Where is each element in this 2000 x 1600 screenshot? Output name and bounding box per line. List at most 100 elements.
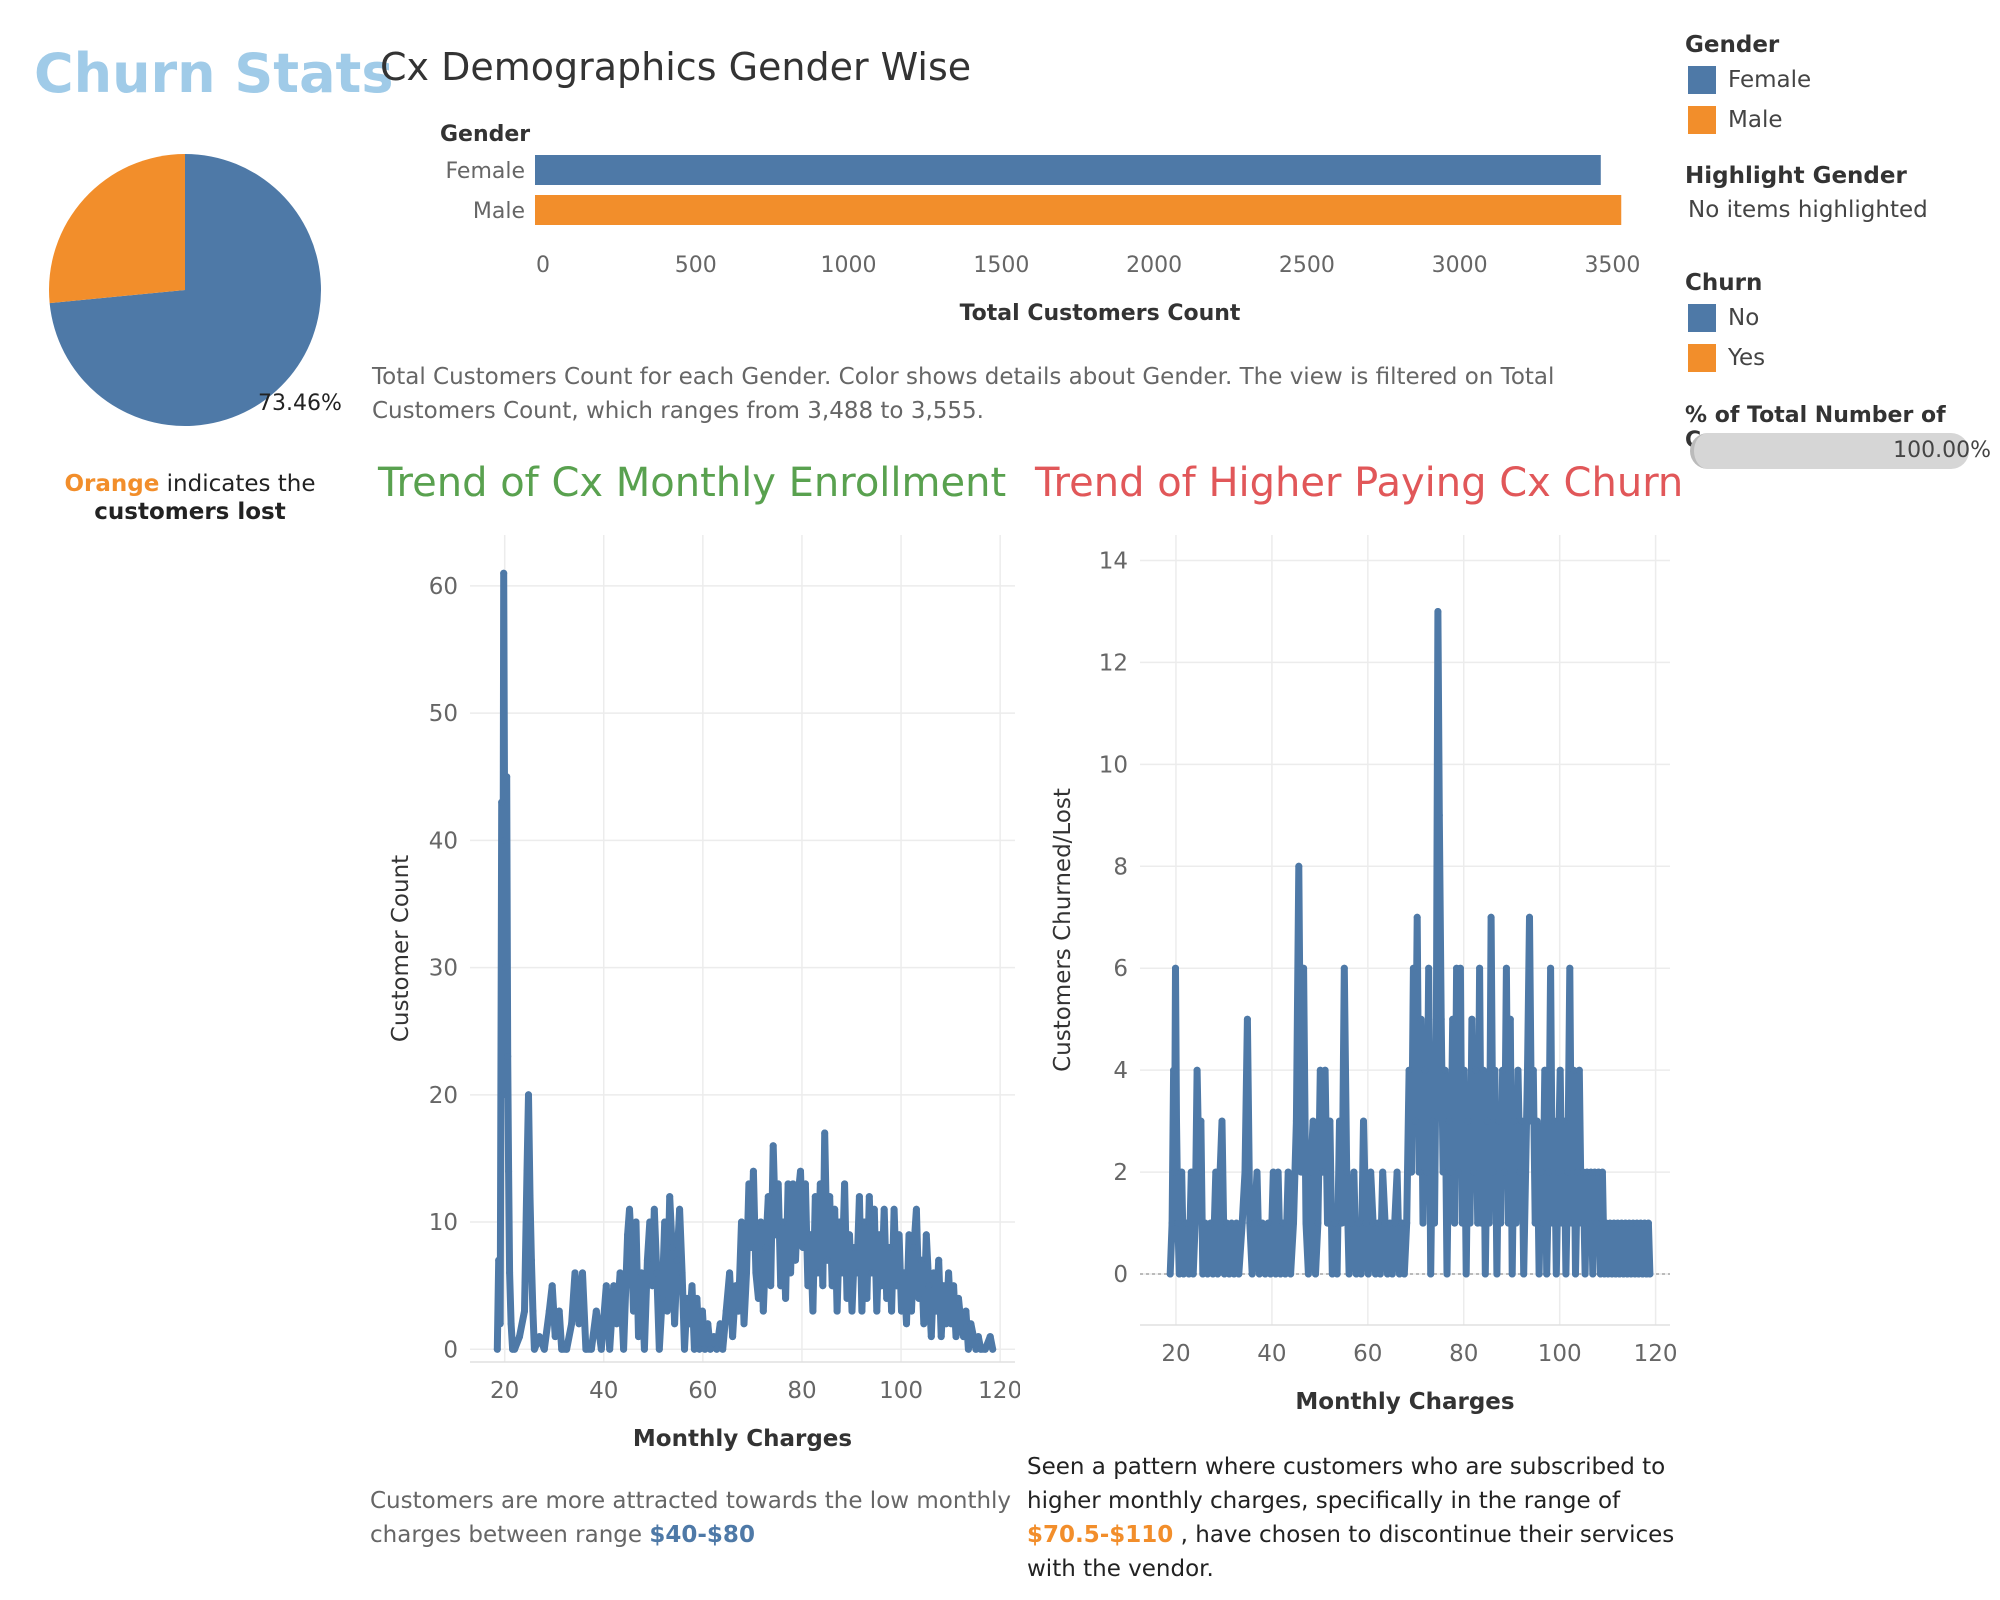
data-point: [1502, 964, 1510, 972]
churn-pie-chart[interactable]: 73.46%: [30, 145, 360, 435]
data-point: [1218, 1117, 1226, 1125]
y-tick-label: 8: [1113, 854, 1128, 880]
data-point: [1527, 1117, 1535, 1125]
data-point: [1178, 1168, 1186, 1176]
data-point: [504, 1053, 512, 1061]
data-point: [1562, 1270, 1570, 1278]
data-point: [860, 1218, 868, 1226]
y-tick-label: 6: [1113, 956, 1128, 982]
data-point: [1417, 1015, 1425, 1023]
bar-female[interactable]: [535, 155, 1601, 185]
data-point: [1460, 1066, 1468, 1074]
data-point: [1425, 964, 1433, 972]
data-point: [1535, 1270, 1543, 1278]
y-tick-label: 10: [1099, 752, 1128, 778]
data-point: [1510, 1117, 1518, 1125]
bar-x-tick: 500: [675, 253, 717, 278]
gender-bar-chart[interactable]: Female Male 0 500 1000 1500 2000 2500 3000 3500 To…: [380, 145, 1640, 340]
y-tick-label: 30: [429, 956, 458, 982]
data-point: [503, 773, 511, 781]
data-point: [555, 1307, 563, 1315]
data-point: [833, 1307, 841, 1315]
data-point: [890, 1205, 898, 1213]
data-point: [801, 1180, 809, 1188]
data-point: [1216, 1168, 1224, 1176]
data-point: [1168, 1219, 1176, 1227]
data-point: [1207, 1219, 1214, 1227]
data-point: [986, 1333, 994, 1341]
data-point: [865, 1193, 873, 1201]
data-point: [1372, 1270, 1379, 1278]
data-point: [673, 1256, 681, 1264]
data-point: [1386, 1219, 1394, 1227]
data-point: [521, 1307, 528, 1315]
x-tick-label: 120: [978, 1378, 1020, 1404]
data-point: [1443, 1270, 1451, 1278]
bar-x-tick: 2000: [1126, 253, 1182, 278]
data-point: [1506, 1015, 1514, 1023]
data-point: [1189, 1270, 1197, 1278]
data-point: [1393, 1168, 1401, 1176]
data-point: [935, 1256, 943, 1264]
data-point: [568, 1320, 576, 1328]
data-point: [1173, 1117, 1180, 1125]
data-point: [816, 1180, 824, 1188]
legend-male-label: Male: [1728, 107, 1783, 133]
data-point: [1255, 1270, 1263, 1278]
data-point: [1556, 1066, 1564, 1074]
pie-percent-label: 73.46%: [258, 391, 342, 416]
enrollment-line-chart[interactable]: 0 10 20 30 40 50 60 20 40 60 80 100 120 Monthly Charg…: [380, 525, 1020, 1460]
data-point: [628, 1244, 635, 1251]
x-axis-label: Monthly Charges: [633, 1426, 852, 1452]
data-point: [1549, 1219, 1556, 1227]
pie-slice-no[interactable]: [49, 154, 321, 427]
data-point: [1573, 1168, 1581, 1176]
churn-line-chart[interactable]: 0 2 4 6 8 10 12 14 20 40 60 80 100 120 Monthly Charges…: [1040, 525, 1680, 1425]
legend-churn-yes[interactable]: Yes: [1688, 344, 1765, 372]
data-point: [637, 1269, 645, 1277]
legend-gender-male[interactable]: Male: [1688, 106, 1782, 134]
data-point: [602, 1282, 610, 1290]
data-point: [754, 1294, 762, 1302]
data-point: [1411, 1117, 1419, 1125]
data-point: [1204, 1270, 1212, 1278]
series-line[interactable]: [493, 569, 997, 1353]
data-point: [1449, 1015, 1457, 1023]
data-point: [774, 1180, 782, 1188]
legend-highlight-value[interactable]: No items highlighted: [1688, 197, 1928, 223]
data-point: [606, 1345, 614, 1353]
data-point: [937, 1333, 945, 1341]
data-point: [635, 1333, 642, 1341]
data-point: [743, 1269, 750, 1277]
data-point: [502, 964, 510, 972]
data-point: [930, 1269, 938, 1277]
data-point: [797, 1167, 804, 1175]
x-tick-label: 60: [688, 1378, 717, 1404]
data-point: [1345, 1270, 1353, 1278]
pie-slice-yes[interactable]: [49, 154, 185, 304]
legend-gender-female[interactable]: Female: [1688, 66, 1811, 94]
bar-x-tick: 1500: [973, 253, 1029, 278]
data-point: [1340, 964, 1348, 972]
data-point: [1497, 1219, 1505, 1227]
data-point: [1491, 1066, 1499, 1074]
data-point: [828, 1282, 836, 1290]
data-point: [1431, 1219, 1438, 1227]
data-point: [1338, 1219, 1346, 1227]
data-point: [745, 1180, 753, 1188]
data-point: [893, 1282, 901, 1290]
data-point: [769, 1142, 777, 1150]
data-point: [967, 1320, 975, 1328]
data-point: [1384, 1270, 1391, 1278]
data-point: [506, 1269, 514, 1277]
data-point: [640, 1345, 648, 1353]
data-point: [1568, 1219, 1576, 1227]
y-axis-label: Customers Churned/Lost: [1050, 788, 1076, 1072]
data-point: [616, 1269, 624, 1277]
data-point: [735, 1307, 742, 1315]
legend-gender-title: Gender: [1685, 32, 1780, 58]
pct-slider[interactable]: 100.00%: [1690, 433, 1991, 469]
data-point: [698, 1307, 706, 1315]
legend-churn-no[interactable]: No: [1688, 304, 1759, 332]
bar-male[interactable]: [535, 195, 1622, 225]
